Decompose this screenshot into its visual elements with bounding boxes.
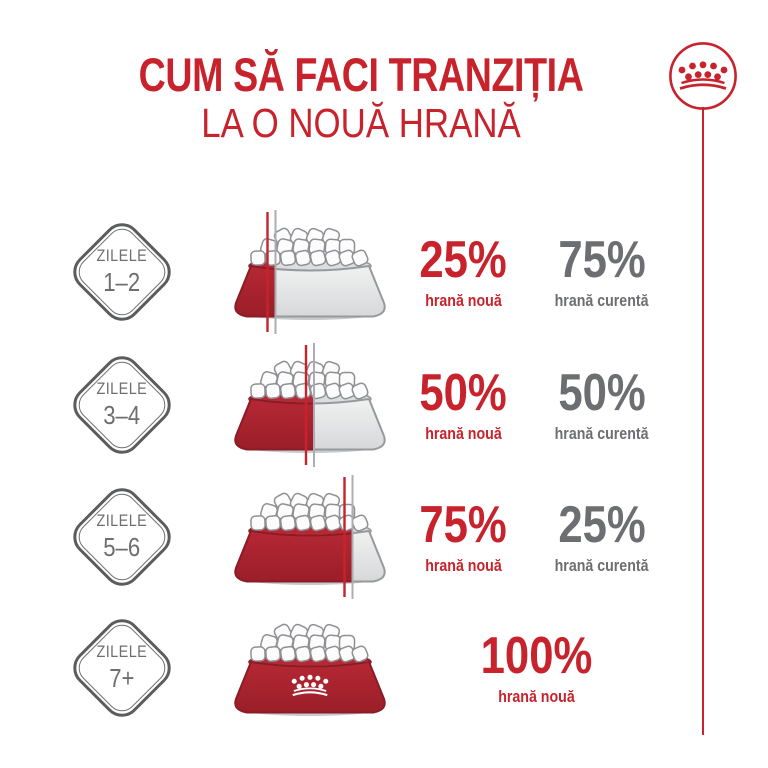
transition-row-days-5-6: ZILELE 5–6 bbox=[0, 472, 768, 602]
food-bowl bbox=[225, 343, 395, 467]
header: CUM SĂ FACI TRANZIȚIA LA O NOUĂ HRANĂ bbox=[0, 50, 722, 145]
bowl-icon bbox=[234, 210, 386, 334]
crown-icon bbox=[677, 60, 729, 90]
page-subtitle: LA O NOUĂ HRANĂ bbox=[201, 99, 521, 146]
kibble-icon bbox=[250, 492, 369, 532]
new-food-red-portion bbox=[234, 661, 386, 714]
new-food-percent-block: 100% hrană nouă bbox=[463, 630, 609, 706]
days-badge: ZILELE 3–4 bbox=[65, 348, 179, 462]
new-food-percent: 75% bbox=[419, 496, 507, 554]
current-food-label: hrană curentă bbox=[555, 292, 649, 310]
current-food-label: hrană curentă bbox=[555, 425, 649, 443]
kibble-icon bbox=[250, 360, 369, 400]
transition-divider-lines bbox=[266, 210, 277, 334]
new-food-percent-block: 75% hrană nouă bbox=[395, 499, 531, 575]
days-label: ZILELE bbox=[96, 642, 148, 661]
transition-divider-lines bbox=[304, 343, 315, 467]
kibble-icon bbox=[250, 227, 369, 267]
kibble-icon bbox=[250, 623, 369, 663]
current-food-percent: 50% bbox=[558, 364, 646, 422]
new-food-percent: 100% bbox=[480, 627, 592, 685]
days-label: ZILELE bbox=[96, 379, 148, 398]
days-badge-diamond: ZILELE 5–6 bbox=[65, 480, 179, 594]
transition-row-days-1-2: ZILELE 1–2 bbox=[0, 207, 768, 337]
days-value: 3–4 bbox=[103, 400, 141, 430]
days-badge: ZILELE 7+ bbox=[65, 611, 179, 725]
days-label: ZILELE bbox=[96, 246, 148, 265]
bowl-icon bbox=[234, 343, 386, 467]
new-food-label: hrană nouă bbox=[424, 557, 502, 575]
days-badge: ZILELE 5–6 bbox=[65, 480, 179, 594]
current-food-percent-block: 50% hrană curentă bbox=[531, 367, 673, 443]
transition-row-days-3-4: ZILELE 3–4 bbox=[0, 340, 768, 470]
days-value: 7+ bbox=[109, 663, 135, 693]
new-food-red-portion bbox=[234, 530, 353, 583]
logo-circle bbox=[669, 42, 737, 110]
logo-emblem bbox=[669, 42, 737, 110]
current-food-percent-block: 75% hrană curentă bbox=[531, 234, 673, 310]
new-food-percent-block: 50% hrană nouă bbox=[395, 367, 531, 443]
new-food-red-portion bbox=[234, 265, 276, 318]
days-badge: ZILELE 1–2 bbox=[65, 215, 179, 329]
royal-canin-logo bbox=[667, 40, 739, 112]
new-food-label: hrană nouă bbox=[424, 292, 502, 310]
days-value: 5–6 bbox=[103, 532, 141, 562]
food-bowl bbox=[225, 475, 395, 599]
new-food-percent: 50% bbox=[419, 364, 507, 422]
bowl-icon bbox=[234, 623, 386, 716]
new-food-percent-block: 25% hrană nouă bbox=[395, 234, 531, 310]
transition-divider-lines bbox=[343, 475, 354, 599]
new-food-percent: 25% bbox=[419, 231, 507, 289]
days-badge-diamond: ZILELE 7+ bbox=[65, 611, 179, 725]
days-label: ZILELE bbox=[96, 511, 148, 530]
food-bowl bbox=[225, 210, 395, 334]
logo-stem-line bbox=[702, 107, 705, 735]
transition-row-days-7-plus: ZILELE 7+ 100% bbox=[0, 603, 768, 733]
new-food-label: hrană nouă bbox=[424, 425, 502, 443]
page-title: CUM SĂ FACI TRANZIȚIA bbox=[138, 48, 584, 101]
bowl-icon bbox=[234, 475, 386, 599]
current-food-label: hrană curentă bbox=[555, 557, 649, 575]
new-food-red-portion bbox=[234, 398, 314, 451]
current-food-percent-block: 25% hrană curentă bbox=[531, 499, 673, 575]
days-badge-diamond: ZILELE 3–4 bbox=[65, 348, 179, 462]
current-food-percent: 75% bbox=[558, 231, 646, 289]
new-food-label: hrană nouă bbox=[497, 688, 575, 706]
days-value: 1–2 bbox=[103, 267, 141, 297]
food-bowl bbox=[225, 606, 395, 730]
days-badge-diamond: ZILELE 1–2 bbox=[65, 215, 179, 329]
current-food-percent: 25% bbox=[558, 496, 646, 554]
